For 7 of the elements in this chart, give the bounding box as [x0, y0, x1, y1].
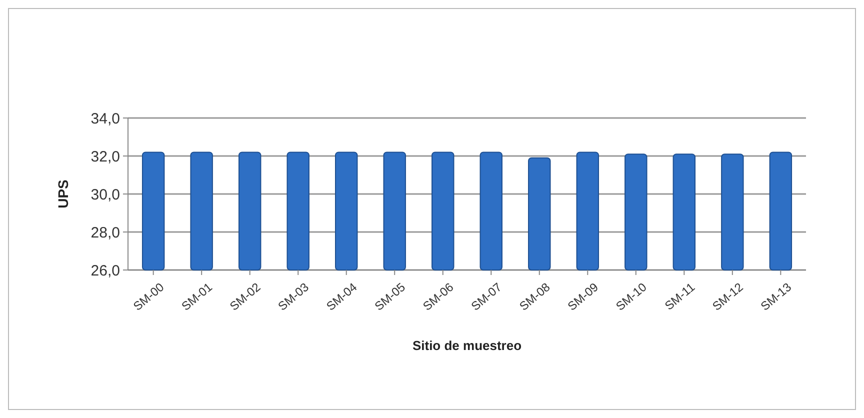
y-tick-label: 30,0	[90, 186, 120, 204]
y-tick-label: 34,0	[90, 110, 120, 128]
x-axis-title: Sitio de muestreo	[412, 338, 522, 353]
y-tick-label: 28,0	[90, 224, 120, 242]
y-axis-title: UPS	[55, 180, 71, 208]
y-tick-label: 32,0	[90, 148, 120, 166]
y-tick-label: 26,0	[90, 262, 120, 280]
